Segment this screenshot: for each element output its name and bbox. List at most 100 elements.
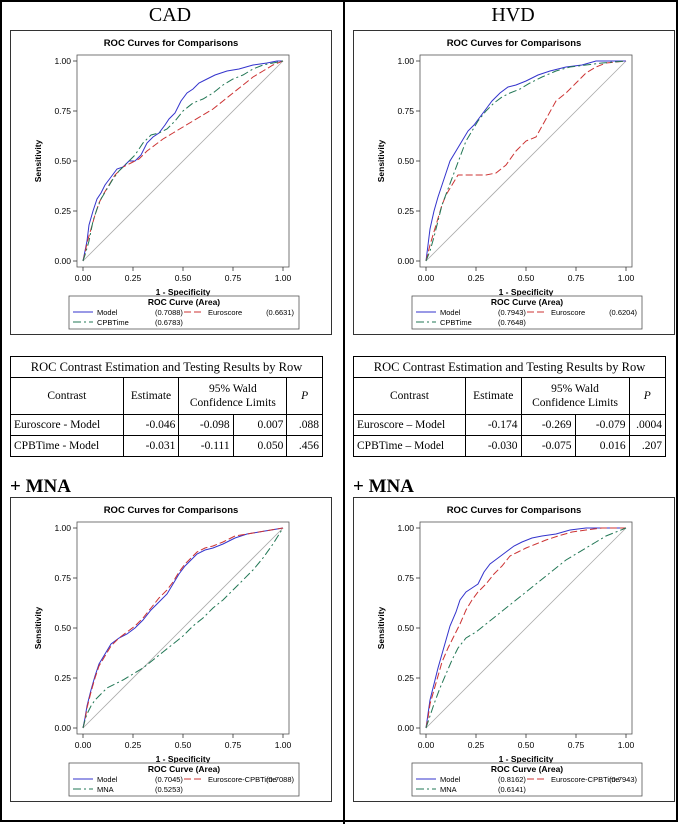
legend-label: Euroscore-CPBTime [208,775,277,784]
reference-diagonal [82,527,284,729]
chart-panel-hvd-top: ROC Curves for Comparisons 0.00 0.00 0.25 0.… [353,30,675,335]
legend-title: ROC Curve (Area) [491,764,563,774]
legend-label: CPBTime [97,318,129,327]
x-tick-label: 0.25 [125,740,142,750]
y-tick-label: 0.75 [54,573,71,583]
y-tick-label: 0.25 [397,206,414,216]
x-tick-label: 0.50 [175,273,192,283]
chart-panel-cad-top: ROC Curves for Comparisons 0.00 0.00 0.25 0.… [10,30,332,335]
legend-label: Model [440,775,461,784]
legend-label: MNA [440,785,457,794]
cell-contrast: Euroscore - Model [10,414,124,436]
chart-panel-cad-mna: ROC Curves for Comparisons 0.00 0.00 0.25 0.… [10,497,332,802]
legend-label: Euroscore [208,308,242,317]
legend-area: (0.6204) [609,308,637,317]
y-tick-label: 1.00 [54,523,71,533]
cell-p: .088 [286,414,323,436]
roc-curve-euroscore-cpbtime [82,527,284,729]
y-tick-label: 1.00 [397,523,414,533]
reference-diagonal [82,60,284,262]
y-tick-label: 0.25 [54,206,71,216]
y-tick-label: 0.75 [397,573,414,583]
reference-diagonal [425,527,627,729]
y-tick-label: 0.25 [54,673,71,683]
legend-label: Model [440,308,461,317]
contrast-table-hvd: ROC Contrast Estimation and Testing Resu… [353,356,667,457]
chart-title: ROC Curves for Comparisons [104,38,239,49]
x-tick-label: 1.00 [618,740,635,750]
col-title-hvd: HVD [491,4,535,26]
x-axis-label: 1 - Specificity [156,287,211,297]
cell-upper: -0.079 [574,414,630,436]
x-tick-label: 0.00 [75,740,92,750]
chart-panel-hvd-mna: ROC Curves for Comparisons 0.00 0.00 0.25 0.… [353,497,675,802]
y-axis-label: Sensitivity [376,606,386,649]
chart-title: ROC Curves for Comparisons [447,505,582,516]
x-tick-label: 0.75 [225,740,242,750]
y-axis-label: Sensitivity [376,139,386,182]
cell-estimate: -0.174 [464,414,522,436]
roc-chart-cad-mna: ROC Curves for Comparisons 0.00 0.00 0.25 0.… [33,505,300,797]
legend-area: (0.5253) [155,785,183,794]
x-tick-label: 0.75 [568,273,585,283]
roc-curve-cpbtime [425,60,627,262]
x-tick-label: 1.00 [618,273,635,283]
legend-title: ROC Curve (Area) [491,297,563,307]
header-estimate: Estimate [464,377,522,415]
roc-curve-model [82,60,283,262]
y-tick-label: 0.00 [54,256,71,266]
roc-curve-model [82,527,284,729]
legend-area: (0.7648) [498,318,526,327]
legend-area: (0.6631) [266,308,294,317]
contrast-table-cad: ROC Contrast Estimation and Testing Resu… [10,356,323,457]
cell-lower: -0.269 [520,414,576,436]
x-tick-label: 0.50 [175,740,192,750]
mna-title-cad: + MNA [10,476,71,497]
legend-label: Model [97,308,118,317]
y-tick-label: 0.75 [54,106,71,116]
legend-label: Euroscore-CPBTime [551,775,620,784]
header-ci: 95% Wald Confidence Limits [520,377,630,415]
legend-area: (0.7045) [155,775,183,784]
cell-p: .456 [286,435,323,457]
cell-p: .0004 [628,414,667,436]
y-tick-label: 0.75 [397,106,414,116]
header-contrast: Contrast [10,377,124,415]
y-axis-label: Sensitivity [33,139,43,182]
y-axis-label: Sensitivity [33,606,43,649]
y-tick-label: 0.50 [397,156,414,166]
x-tick-label: 0.75 [225,273,242,283]
mna-title-hvd: + MNA [353,476,414,497]
legend-area: (0.7088) [155,308,183,317]
legend-label: Model [97,775,118,784]
table-caption: ROC Contrast Estimation and Testing Resu… [353,356,666,378]
cell-contrast: CPBTime – Model [353,435,466,457]
reference-diagonal [425,60,627,262]
legend-label: Euroscore [551,308,585,317]
legend-title: ROC Curve (Area) [148,764,220,774]
x-axis-label: 1 - Specificity [499,287,554,297]
cell-estimate: -0.030 [464,435,522,457]
x-tick-label: 0.50 [518,740,535,750]
x-tick-label: 1.00 [275,273,292,283]
cell-upper: 0.007 [232,414,288,436]
x-tick-label: 0.25 [125,273,142,283]
cell-estimate: -0.046 [122,414,180,436]
col-title-cad: CAD [148,4,192,26]
cell-lower: -0.075 [520,435,576,457]
x-tick-label: 1.00 [275,740,292,750]
y-tick-label: 0.00 [54,723,71,733]
column-divider [343,0,345,824]
y-tick-label: 0.00 [397,723,414,733]
cell-contrast: CPBTime - Model [10,435,124,457]
header-p: P [286,377,323,415]
chart-title: ROC Curves for Comparisons [447,38,582,49]
legend-title: ROC Curve (Area) [148,297,220,307]
cell-contrast: Euroscore – Model [353,414,466,436]
x-tick-label: 0.25 [468,740,485,750]
x-tick-label: 0.25 [468,273,485,283]
legend-area: (0.7943) [609,775,637,784]
cell-upper: 0.016 [574,435,630,457]
y-tick-label: 1.00 [397,56,414,66]
